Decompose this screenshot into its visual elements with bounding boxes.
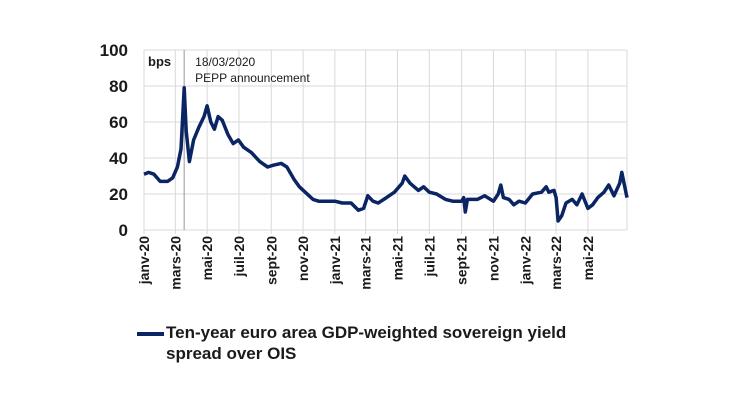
x-tick-label: nov-20 xyxy=(295,236,311,281)
y-tick-label: 40 xyxy=(109,149,128,168)
line-chart: bps 18/03/2020 PEPP announcement 0 20 40 60… xyxy=(100,41,629,290)
x-tick-label: nov-21 xyxy=(485,236,501,281)
y-tick-label: 0 xyxy=(119,221,128,240)
x-tick-label: mars-22 xyxy=(548,236,564,290)
legend-swatch xyxy=(137,332,164,336)
legend: Ten-year euro area GDP-weighted sovereig… xyxy=(137,322,577,364)
y-tick-label: 80 xyxy=(109,77,128,96)
x-tick-label: mars-21 xyxy=(358,236,374,290)
x-tick-label: mai-21 xyxy=(389,236,405,281)
series-line xyxy=(143,86,629,223)
annotation-label: PEPP announcement xyxy=(195,71,310,85)
legend-label: Ten-year euro area GDP-weighted sovereig… xyxy=(166,323,567,363)
y-tick-label: 20 xyxy=(109,185,128,204)
x-tick-label: janv-22 xyxy=(517,236,533,285)
x-tick-label: sept-21 xyxy=(454,236,470,285)
x-tick-label: janv-21 xyxy=(327,236,343,285)
x-tick-label: juil-21 xyxy=(421,236,437,278)
annotation-date: 18/03/2020 xyxy=(195,55,255,69)
y-tick-label: 100 xyxy=(100,41,128,60)
x-tick-label: mars-20 xyxy=(167,236,183,290)
x-tick-label: juil-20 xyxy=(231,236,247,278)
x-tick-label: sept-20 xyxy=(263,236,279,285)
x-tick-label: mai-22 xyxy=(580,236,596,281)
unit-label: bps xyxy=(148,54,171,69)
x-tick-label: janv-20 xyxy=(136,236,152,285)
x-tick-label: mai-20 xyxy=(199,236,215,281)
y-tick-label: 60 xyxy=(109,113,128,132)
